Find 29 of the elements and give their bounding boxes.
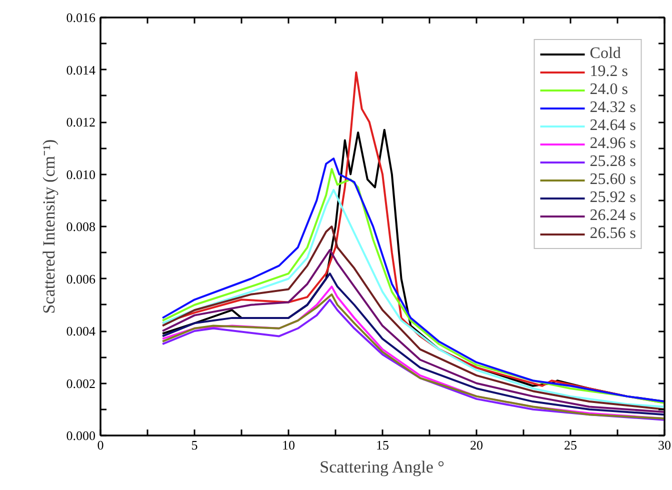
legend-label: 26.24 s bbox=[590, 207, 636, 225]
y-tick-label: 0.006 bbox=[66, 271, 96, 286]
legend-label: 25.28 s bbox=[590, 153, 636, 171]
y-tick-label: 0.002 bbox=[66, 376, 96, 391]
legend-label: 25.60 s bbox=[590, 171, 636, 189]
y-tick-label: 0.010 bbox=[66, 166, 96, 182]
x-tick-label: 30 bbox=[658, 438, 671, 452]
y-tick-label: 0.000 bbox=[66, 428, 96, 443]
y-tick-label: 0.012 bbox=[66, 114, 96, 130]
legend-label: Cold bbox=[590, 45, 621, 63]
x-tick-label: 15 bbox=[376, 438, 389, 452]
y-tick-label: 0.014 bbox=[66, 62, 96, 78]
legend-label: 24.32 s bbox=[590, 99, 636, 117]
x-tick-label: 0 bbox=[97, 438, 104, 452]
x-tick-label: 5 bbox=[191, 438, 198, 452]
x-tick-label: 25 bbox=[564, 438, 577, 452]
legend-label: 24.64 s bbox=[590, 117, 636, 135]
legend-label: 25.92 s bbox=[590, 189, 636, 207]
y-tick-label: 0.016 bbox=[66, 10, 96, 25]
x-axis-title: Scattering Angle ° bbox=[320, 458, 444, 476]
legend-label: 26.56 s bbox=[590, 225, 636, 243]
x-tick-label: 20 bbox=[470, 438, 483, 452]
y-tick-label: 0.008 bbox=[66, 219, 96, 234]
y-tick-label: 0.004 bbox=[66, 324, 96, 338]
legend-label: 19.2 s bbox=[590, 63, 628, 81]
legend-label: 24.96 s bbox=[590, 135, 636, 153]
legend-label: 24.0 s bbox=[590, 81, 628, 99]
y-axis-title: Scattered Intensity (cm⁻¹) bbox=[39, 139, 58, 314]
x-tick-label: 10 bbox=[282, 438, 295, 452]
